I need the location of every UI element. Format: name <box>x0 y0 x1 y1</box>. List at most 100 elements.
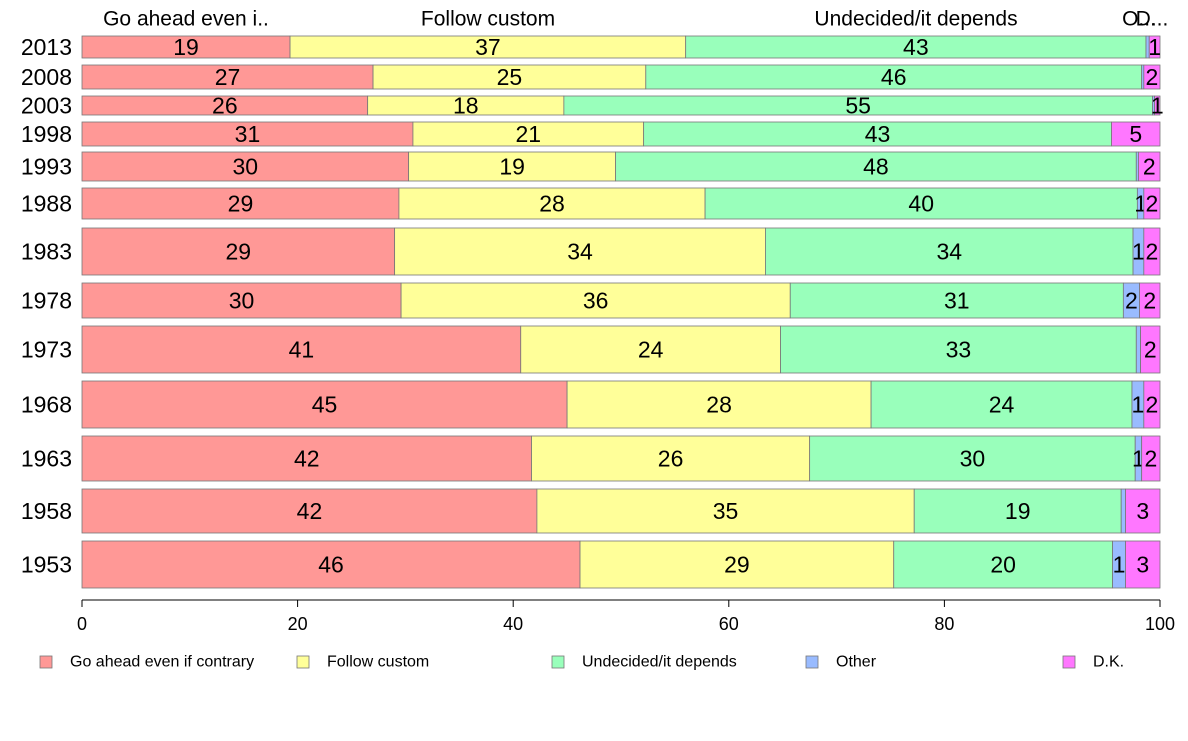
category-label: 2013 <box>21 34 72 60</box>
bar-segment <box>531 435 811 482</box>
data-label: 24 <box>638 337 664 363</box>
data-label: 28 <box>539 191 565 217</box>
legend-swatch <box>551 655 565 669</box>
data-label: 41 <box>289 337 315 363</box>
data-label: 1 <box>1151 93 1164 119</box>
x-tick-label: 40 <box>503 614 523 634</box>
bar-segment <box>81 187 400 220</box>
category-label: 1963 <box>21 446 72 472</box>
data-label: 43 <box>865 121 891 147</box>
data-label: 19 <box>1005 498 1031 524</box>
bar-segment <box>394 227 766 276</box>
data-label: 1 <box>1113 552 1126 578</box>
data-label: 46 <box>881 64 907 90</box>
bar-segment <box>1143 187 1161 220</box>
data-label: 29 <box>724 552 750 578</box>
bar-segment <box>536 488 915 534</box>
category-label: 1978 <box>21 288 72 314</box>
data-label: 21 <box>515 121 541 147</box>
data-label: 46 <box>318 552 344 578</box>
data-label: 2 <box>1146 64 1159 90</box>
x-tick-label: 0 <box>77 614 87 634</box>
data-label: 30 <box>233 154 259 180</box>
data-label: 35 <box>713 498 739 524</box>
bar-segment <box>1139 282 1161 319</box>
bar-segment <box>789 282 1124 319</box>
bar-segment <box>81 540 581 589</box>
data-label: 5 <box>1129 121 1142 147</box>
bar-segment <box>615 151 1137 182</box>
data-label: 2 <box>1144 337 1157 363</box>
bar-segment <box>893 540 1113 589</box>
data-label: 3 <box>1136 552 1149 578</box>
x-tick-label: 80 <box>934 614 954 634</box>
bar-segment <box>81 282 402 319</box>
bar-segment <box>398 187 706 220</box>
data-label: 2 <box>1125 288 1138 314</box>
data-label: 30 <box>960 446 986 472</box>
data-label: 19 <box>499 154 525 180</box>
bar-segment <box>1135 325 1141 374</box>
bar-segment <box>1140 325 1161 374</box>
series-header-label: Undecided/it depends <box>814 8 1017 31</box>
data-label: 25 <box>497 64 523 90</box>
data-label: 33 <box>946 337 972 363</box>
data-label: 2 <box>1146 392 1159 418</box>
data-label: 3 <box>1136 498 1149 524</box>
series-header-label: Go ahead even i.. <box>103 8 269 31</box>
bar-segment <box>1138 151 1161 182</box>
category-label: 1993 <box>21 154 72 180</box>
category-label: 1983 <box>21 239 72 265</box>
bar-segment <box>1143 380 1161 429</box>
series-header-label: O... <box>1122 8 1156 31</box>
legend-label: D.K. <box>1093 654 1124 671</box>
category-label: 1968 <box>21 392 72 418</box>
bar-segment <box>780 325 1137 374</box>
category-label: 1988 <box>21 191 72 217</box>
data-label: 42 <box>297 498 323 524</box>
series-header-label: D... <box>1136 8 1169 31</box>
legend-swatch <box>39 655 53 669</box>
data-label: 34 <box>567 239 593 265</box>
data-label: 28 <box>706 392 732 418</box>
bar-segment <box>765 227 1134 276</box>
category-label: 2003 <box>21 93 72 119</box>
data-label: 29 <box>226 239 252 265</box>
bar-segment <box>1111 121 1161 147</box>
series-header-label: Follow custom <box>421 8 555 31</box>
bar-segment <box>81 151 410 182</box>
legend-swatch <box>1062 655 1076 669</box>
legend-label: Go ahead even if contrary <box>70 654 254 671</box>
bar-segment <box>1141 435 1161 482</box>
data-label: 2 <box>1146 239 1159 265</box>
legend-swatch <box>296 655 310 669</box>
bar-segment <box>408 151 617 182</box>
legend-label: Undecided/it depends <box>582 654 737 671</box>
data-label: 2 <box>1143 288 1156 314</box>
bar-segment <box>1154 95 1161 116</box>
bar-segment <box>566 380 872 429</box>
data-label: 30 <box>229 288 255 314</box>
legend-swatch <box>805 655 819 669</box>
bar-segment <box>81 227 396 276</box>
bar-segment <box>1125 540 1161 589</box>
legend-label: Follow custom <box>327 654 429 671</box>
category-label: 1958 <box>21 498 72 524</box>
data-label: 34 <box>936 239 962 265</box>
data-label: 42 <box>294 446 320 472</box>
data-label: 20 <box>990 552 1016 578</box>
data-label: 2 <box>1144 446 1157 472</box>
data-label: 45 <box>312 392 338 418</box>
x-tick-label: 20 <box>288 614 308 634</box>
bar-segment <box>809 435 1136 482</box>
x-tick-label: 100 <box>1145 614 1175 634</box>
bar-segment <box>412 121 645 147</box>
bar-segment <box>1125 488 1161 534</box>
data-label: 40 <box>908 191 934 217</box>
data-label: 1 <box>1132 239 1145 265</box>
bar-segment <box>81 435 532 482</box>
data-label: 29 <box>228 191 254 217</box>
bar-segment <box>579 540 895 589</box>
